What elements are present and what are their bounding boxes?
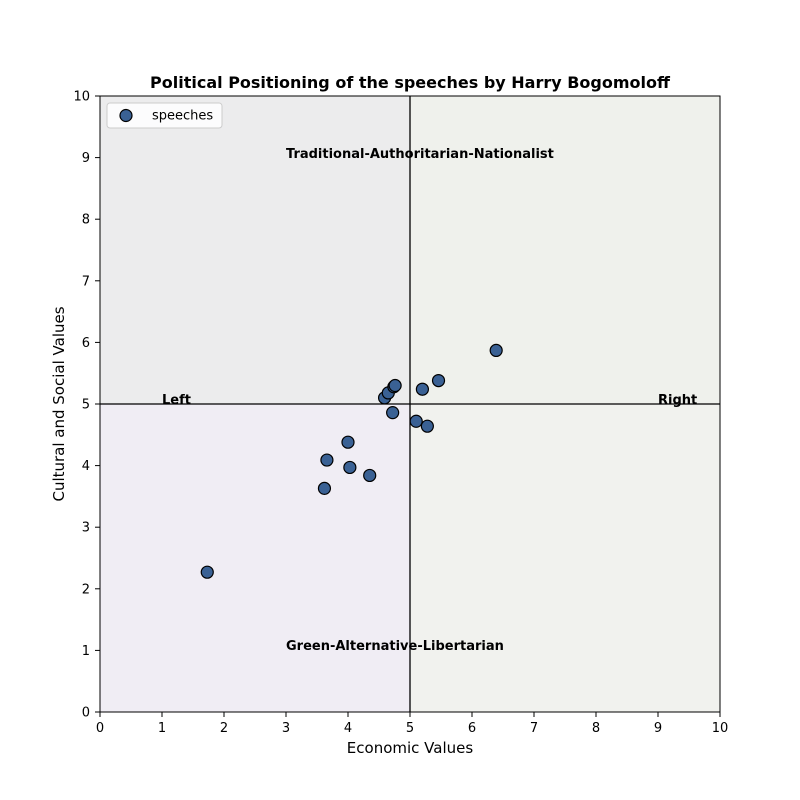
quadrant-label-right: Right: [658, 393, 697, 408]
x-tick-label: 6: [468, 721, 476, 736]
legend-label: speeches: [152, 109, 213, 124]
data-points: [200, 343, 503, 579]
data-point: [320, 453, 334, 467]
data-point: [317, 481, 332, 495]
data-point: [343, 460, 357, 475]
y-tick-label: 0: [82, 706, 90, 721]
data-point: [420, 419, 434, 433]
y-tick-label: 4: [82, 459, 90, 474]
quadrant-label-left: Left: [162, 393, 191, 408]
x-tick-label: 5: [406, 721, 414, 736]
data-point: [341, 435, 355, 449]
y-tick-label: 7: [82, 274, 90, 289]
x-axis-label: Economic Values: [347, 739, 474, 757]
chart-title: Political Positioning of the speeches by…: [150, 73, 671, 92]
data-point: [200, 565, 214, 579]
data-point: [388, 378, 402, 393]
y-axis-ticks: 0 1 2 3 4 5 6 7 8 9 10: [73, 90, 100, 721]
x-tick-label: 2: [220, 721, 228, 736]
y-tick-label: 9: [82, 151, 90, 166]
quadrant-labels: Traditional-Authoritarian-Nationalist Gr…: [162, 147, 697, 654]
y-tick-label: 8: [82, 213, 90, 228]
data-point: [409, 414, 423, 428]
y-axis-label: Cultural and Social Values: [50, 306, 68, 501]
x-tick-label: 0: [96, 721, 104, 736]
x-axis-ticks: 0 1 2 3 4 5 6 7 8 9 10: [96, 712, 728, 736]
y-tick-label: 6: [82, 336, 90, 351]
x-tick-label: 3: [282, 721, 290, 736]
data-point: [415, 382, 429, 396]
data-point: [363, 468, 377, 483]
y-tick-label: 5: [82, 398, 90, 413]
data-point: [431, 373, 446, 388]
quadrant-divider-lines: [100, 96, 720, 712]
quadrant-label-top: Traditional-Authoritarian-Nationalist: [286, 147, 554, 162]
quadrant-bottom-right: [410, 404, 720, 712]
quadrant-top-left: [100, 96, 410, 404]
y-tick-label: 2: [82, 582, 90, 597]
x-tick-label: 8: [592, 721, 600, 736]
y-tick-label: 10: [73, 90, 90, 105]
quadrant-label-bottom: Green-Alternative-Libertarian: [286, 639, 504, 654]
legend-marker: [119, 108, 133, 123]
quadrant-bottom-left: [100, 404, 410, 712]
x-tick-label: 9: [654, 721, 662, 736]
x-tick-label: 7: [530, 721, 538, 736]
quadrant-backgrounds: [100, 96, 720, 712]
x-tick-label: 1: [158, 721, 166, 736]
x-tick-label: 10: [712, 721, 729, 736]
legend: speeches: [106, 102, 223, 129]
y-tick-label: 3: [82, 521, 90, 536]
data-point: [489, 343, 503, 358]
data-point: [386, 406, 400, 420]
x-tick-label: 4: [344, 721, 352, 736]
legend-box: [106, 102, 223, 129]
quadrant-top-right: [410, 96, 720, 404]
y-tick-label: 1: [82, 644, 90, 659]
